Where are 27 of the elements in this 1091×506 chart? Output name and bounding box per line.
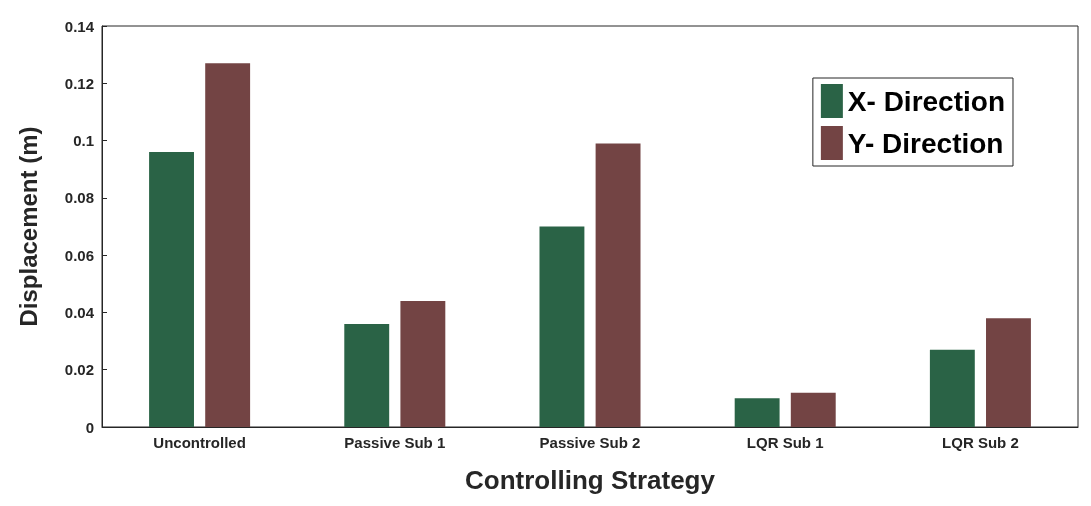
- bar: [539, 226, 585, 427]
- bar: [400, 300, 446, 427]
- y-axis-title: Displacement (m): [14, 126, 42, 327]
- x-tick-label: Uncontrolled: [153, 434, 246, 451]
- bar: [205, 63, 251, 427]
- y-tick-label: 0.02: [64, 361, 94, 379]
- bar: [790, 392, 836, 427]
- y-tick-label: 0.14: [64, 17, 95, 35]
- y-tick-label: 0.04: [64, 303, 95, 321]
- x-axis-title: Controlling Strategy: [465, 465, 716, 495]
- bar: [986, 318, 1031, 427]
- bar: [149, 152, 194, 427]
- y-tick-label: 0.06: [64, 246, 94, 264]
- y-tick-label: 0.08: [64, 189, 94, 207]
- bar: [344, 323, 390, 427]
- x-tick-label: Passive Sub 2: [539, 434, 641, 451]
- x-tick-label: LQR Sub 2: [942, 434, 1019, 451]
- y-tick-label: 0: [85, 418, 94, 436]
- y-tick-label: 0.1: [73, 132, 94, 150]
- bar: [734, 398, 780, 427]
- x-tick-label: Passive Sub 1: [344, 434, 446, 451]
- bar: [929, 349, 975, 427]
- y-tick-label: 0.12: [64, 74, 94, 92]
- legend-label: X- Direction: [847, 85, 1006, 117]
- x-tick-label: LQR Sub 1: [746, 434, 824, 451]
- bar: [595, 143, 641, 427]
- legend-label: Y- Direction: [847, 127, 1004, 159]
